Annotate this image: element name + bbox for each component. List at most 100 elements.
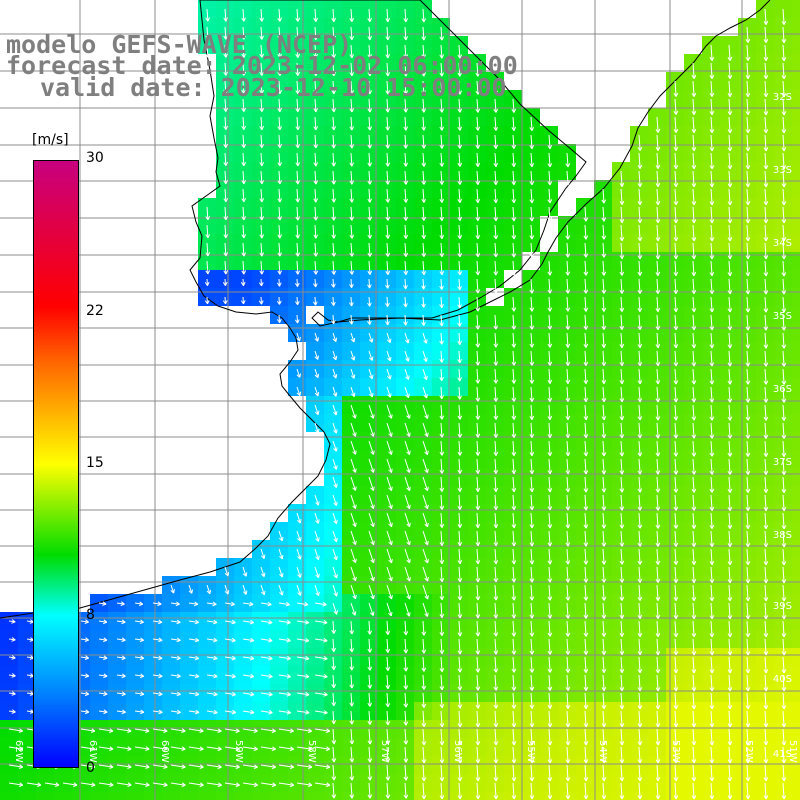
arrow-head <box>355 558 357 563</box>
arrow-head <box>245 572 248 577</box>
wind-cell <box>792 432 800 450</box>
arrow-head <box>427 522 429 527</box>
wind-cell <box>792 648 800 666</box>
arrow-head <box>391 540 393 545</box>
arrow-head <box>355 450 357 455</box>
arrow-head <box>371 393 374 398</box>
arrow-head <box>281 554 284 559</box>
arrow-head <box>425 339 428 344</box>
arrow-head <box>281 536 284 541</box>
arrow-head <box>391 558 393 563</box>
arrow-head <box>227 572 230 577</box>
wind-cell <box>792 342 800 360</box>
wind-cell <box>792 594 800 612</box>
arrow-head <box>355 576 357 581</box>
arrow-head <box>335 411 338 416</box>
wind-cell <box>792 324 800 342</box>
wind-cell <box>792 288 800 306</box>
wind-cell <box>558 792 576 800</box>
arrow-head <box>407 357 410 362</box>
wind-cell <box>792 144 800 162</box>
wind-cell <box>792 378 800 396</box>
wind-cell <box>180 792 198 800</box>
arrow-head <box>317 391 320 397</box>
arrow-head <box>409 558 411 563</box>
arrow-head <box>355 486 357 491</box>
arrow-head <box>409 577 411 582</box>
wind-cell <box>792 630 800 648</box>
wind-cell <box>792 270 800 288</box>
arrow-head <box>409 450 411 455</box>
arrow-head <box>373 468 375 473</box>
wind-cell <box>792 522 800 540</box>
arrow-head <box>427 414 429 419</box>
arrow-head <box>409 414 411 419</box>
arrow-head <box>299 391 302 396</box>
wind-cell <box>0 792 18 800</box>
wind-cell <box>216 792 234 800</box>
wind-cell <box>486 792 504 800</box>
wind-cell <box>792 234 800 252</box>
wind-cell <box>648 792 666 800</box>
arrow-head <box>373 522 375 527</box>
arrow-head <box>317 373 320 378</box>
arrow-head <box>373 450 375 455</box>
wind-cell <box>792 126 800 144</box>
arrow-head <box>427 432 429 437</box>
arrow-head <box>389 375 392 380</box>
arrow-head <box>317 410 320 415</box>
wind-cell <box>792 72 800 90</box>
wind-cell <box>72 792 90 800</box>
arrow-head <box>354 414 357 419</box>
wind-cell <box>792 198 800 216</box>
wind-cell <box>792 306 800 324</box>
wind-cell <box>198 792 216 800</box>
arrow-head <box>336 501 338 506</box>
wind-cell <box>792 774 800 792</box>
wind-cell <box>720 792 738 800</box>
arrow-head <box>427 468 429 473</box>
wind-cell <box>792 450 800 468</box>
arrow-head <box>353 374 356 379</box>
wind-cell <box>252 792 270 800</box>
arrow-head <box>263 554 266 559</box>
arrow-head <box>426 394 428 399</box>
arrow-head <box>409 432 411 437</box>
wind-cell <box>792 468 800 486</box>
arrow-head <box>391 576 393 581</box>
wind-cell <box>792 504 800 522</box>
arrow-head <box>353 337 356 343</box>
arrow-head <box>299 373 301 378</box>
arrow-head <box>317 428 320 433</box>
wind-cell <box>468 792 486 800</box>
wind-cell <box>126 792 144 800</box>
wind-cell <box>792 576 800 594</box>
wind-cell <box>162 792 180 800</box>
wind-cell <box>144 792 162 800</box>
arrow-head <box>336 537 338 542</box>
wind-cell <box>684 792 702 800</box>
arrow-head <box>373 486 375 491</box>
arrow-head <box>335 374 338 379</box>
wind-cell <box>54 792 72 800</box>
arrow-head <box>427 577 429 582</box>
arrow-head <box>391 432 393 437</box>
arrow-head <box>427 559 429 564</box>
wind-cell <box>756 792 774 800</box>
arrow-head <box>371 356 374 361</box>
wind-cell <box>792 414 800 432</box>
wind-cell <box>774 792 792 800</box>
wind-cell <box>270 792 288 800</box>
wind-cell <box>414 792 432 800</box>
arrow-head <box>336 519 338 524</box>
arrow-head <box>408 393 410 398</box>
arrow-head <box>355 468 357 473</box>
arrow-head <box>317 337 319 342</box>
arrow-head <box>336 483 338 488</box>
arrow-head <box>299 519 302 524</box>
wind-cell <box>540 792 558 800</box>
arrow-head <box>353 356 356 361</box>
wind-cell <box>792 684 800 702</box>
wind-cell <box>792 36 800 54</box>
